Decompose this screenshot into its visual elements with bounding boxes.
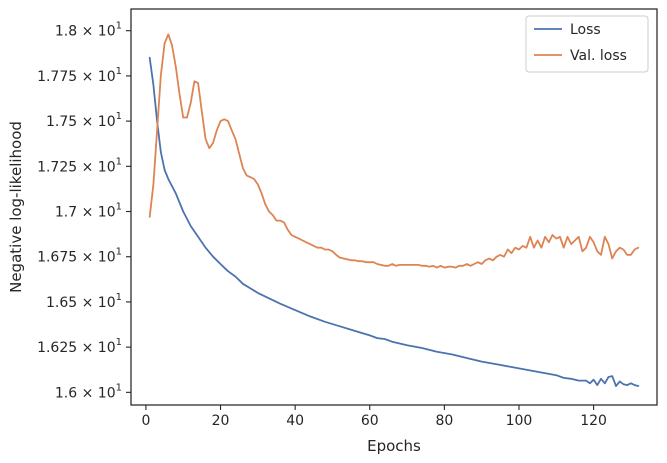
y-tick-label: 1.65 × 101 <box>46 292 122 311</box>
y-tick-mantissa: 1.75 <box>46 114 77 130</box>
y-tick-exponent: 1 <box>116 111 122 122</box>
y-tick-times: × <box>77 114 98 130</box>
y-tick-base: 10 <box>98 24 116 40</box>
y-tick-times: × <box>77 295 98 311</box>
y-tick-times: × <box>77 340 98 356</box>
plot-area-frame <box>130 8 658 406</box>
y-axis-label: Negative log-likelihood <box>7 121 25 293</box>
y-tick-exponent: 1 <box>116 292 122 303</box>
x-tick-label: 60 <box>361 413 379 429</box>
y-tick-mantissa: 1.7 <box>55 205 77 221</box>
y-tick-base: 10 <box>98 69 116 85</box>
y-tick-exponent: 1 <box>116 66 122 77</box>
y-tick-label: 1.675 × 101 <box>37 247 122 266</box>
x-axis-ticks: 0 20 40 60 80 100 120 <box>141 405 607 429</box>
legend: Loss Val. loss <box>525 15 649 73</box>
y-tick-mantissa: 1.8 <box>55 24 77 40</box>
y-tick-exponent: 1 <box>116 202 122 213</box>
y-tick-times: × <box>77 205 98 221</box>
y-tick-base: 10 <box>98 159 116 175</box>
y-tick-times: × <box>77 385 98 401</box>
y-tick-exponent: 1 <box>116 382 122 393</box>
y-tick-mantissa: 1.725 <box>37 159 77 175</box>
x-tick-label: 120 <box>580 413 607 429</box>
y-tick-label: 1.775 × 101 <box>37 66 122 85</box>
series-lines <box>148 33 640 387</box>
y-tick-label: 1.8 × 101 <box>55 21 122 40</box>
y-tick-base: 10 <box>98 340 116 356</box>
y-tick-label: 1.725 × 101 <box>37 156 122 175</box>
y-tick-label: 1.6 × 101 <box>55 382 122 401</box>
y-tick-label: 1.7 × 101 <box>55 202 122 221</box>
series-line-loss <box>148 56 640 387</box>
y-tick-mantissa: 1.65 <box>46 295 77 311</box>
y-tick-times: × <box>77 24 98 40</box>
y-tick-times: × <box>77 159 98 175</box>
y-tick-exponent: 1 <box>116 21 122 32</box>
y-tick-times: × <box>77 250 98 266</box>
y-tick-base: 10 <box>98 205 116 221</box>
y-tick-times: × <box>77 69 98 85</box>
y-tick-label: 1.75 × 101 <box>46 111 122 130</box>
legend-box <box>525 15 649 73</box>
y-tick-exponent: 1 <box>116 156 122 167</box>
x-axis-label: Epochs <box>367 437 421 455</box>
y-tick-exponent: 1 <box>116 247 122 258</box>
y-tick-mantissa: 1.675 <box>37 250 77 266</box>
y-tick-base: 10 <box>98 250 116 266</box>
x-tick-label: 40 <box>286 413 304 429</box>
legend-label-loss: Loss <box>570 22 601 38</box>
y-tick-exponent: 1 <box>116 337 122 348</box>
x-tick-label: 0 <box>141 413 150 429</box>
y-tick-label: 1.625 × 101 <box>37 337 122 356</box>
y-tick-mantissa: 1.6 <box>55 385 77 401</box>
series-line-val-loss <box>148 33 640 269</box>
x-tick-label: 20 <box>212 413 230 429</box>
y-tick-base: 10 <box>98 114 116 130</box>
y-tick-mantissa: 1.625 <box>37 340 77 356</box>
legend-label-val-loss: Val. loss <box>570 48 627 64</box>
x-tick-label: 100 <box>506 413 533 429</box>
y-tick-base: 10 <box>98 295 116 311</box>
y-tick-base: 10 <box>98 385 116 401</box>
y-tick-mantissa: 1.775 <box>37 69 77 85</box>
x-tick-label: 80 <box>435 413 453 429</box>
